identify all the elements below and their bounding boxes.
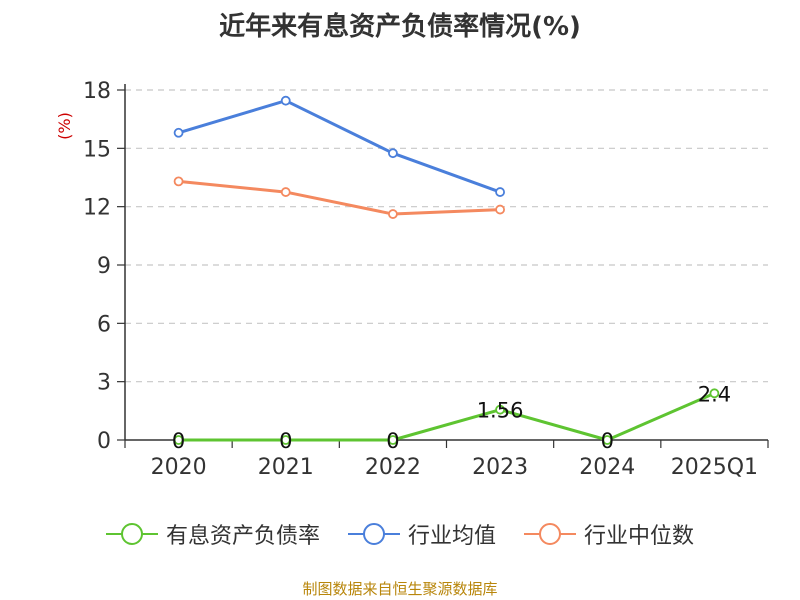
data-point bbox=[495, 404, 505, 415]
legend-line-marker-icon bbox=[105, 523, 158, 545]
data-label: 0 bbox=[172, 429, 185, 453]
data-point bbox=[173, 127, 184, 138]
data-point bbox=[388, 209, 398, 219]
legend-item: 行业均值 bbox=[347, 518, 496, 550]
data-point bbox=[709, 388, 720, 399]
x-tick-label: 2022 bbox=[365, 455, 421, 480]
legend-label: 行业均值 bbox=[407, 524, 496, 549]
y-axis-label: (%) bbox=[55, 112, 74, 140]
chart-legend: 有息资产负债率 行业均值 行业中位数 bbox=[0, 518, 800, 550]
data-point bbox=[388, 148, 398, 159]
series-line bbox=[178, 391, 716, 442]
y-tick-label: 12 bbox=[83, 196, 111, 221]
y-tick-label: 6 bbox=[97, 312, 111, 337]
legend-line-marker-icon bbox=[524, 523, 576, 545]
legend-label: 行业中位数 bbox=[584, 524, 695, 549]
data-label: 1.56 bbox=[477, 399, 524, 423]
line-chart: 0 3 6 9 12 15 18 (%) 2020 2021 2022 2023 2024 2025Q1 0… bbox=[55, 79, 769, 480]
x-tick-label: 2023 bbox=[472, 455, 528, 480]
legend-item: 有息资产负债率 bbox=[105, 518, 320, 550]
data-label: 0 bbox=[279, 429, 292, 453]
data-point bbox=[173, 176, 184, 187]
chart-title: 近年来有息资产负债率情况(%) bbox=[219, 12, 581, 42]
x-tick-label: 2020 bbox=[151, 455, 207, 480]
data-point bbox=[280, 95, 291, 106]
data-point bbox=[173, 435, 184, 445]
y-tick-label: 3 bbox=[97, 371, 111, 396]
source-note: 制图数据来自恒生聚源数据库 bbox=[302, 580, 498, 598]
series-line bbox=[178, 179, 501, 216]
data-label: 2.4 bbox=[698, 382, 731, 406]
y-tick-label: 18 bbox=[83, 79, 111, 104]
series-line bbox=[178, 99, 501, 194]
legend-item: 行业中位数 bbox=[524, 518, 694, 550]
y-tick-label: 15 bbox=[83, 137, 111, 162]
legend-label: 有息资产负债率 bbox=[165, 524, 320, 549]
data-label: 0 bbox=[386, 429, 399, 453]
data-point bbox=[280, 435, 291, 445]
x-tick-label: 2024 bbox=[579, 455, 635, 480]
data-point bbox=[495, 187, 505, 197]
y-tick-label: 9 bbox=[97, 254, 111, 279]
legend-line-marker-icon bbox=[347, 523, 400, 545]
y-tick-label: 0 bbox=[97, 429, 111, 454]
x-tick-label: 2025Q1 bbox=[671, 455, 758, 480]
data-label: 0 bbox=[601, 429, 614, 453]
data-point bbox=[280, 187, 291, 197]
data-point bbox=[495, 204, 505, 215]
x-tick-label: 2021 bbox=[258, 455, 314, 480]
data-point bbox=[602, 435, 613, 445]
data-point bbox=[388, 435, 398, 445]
